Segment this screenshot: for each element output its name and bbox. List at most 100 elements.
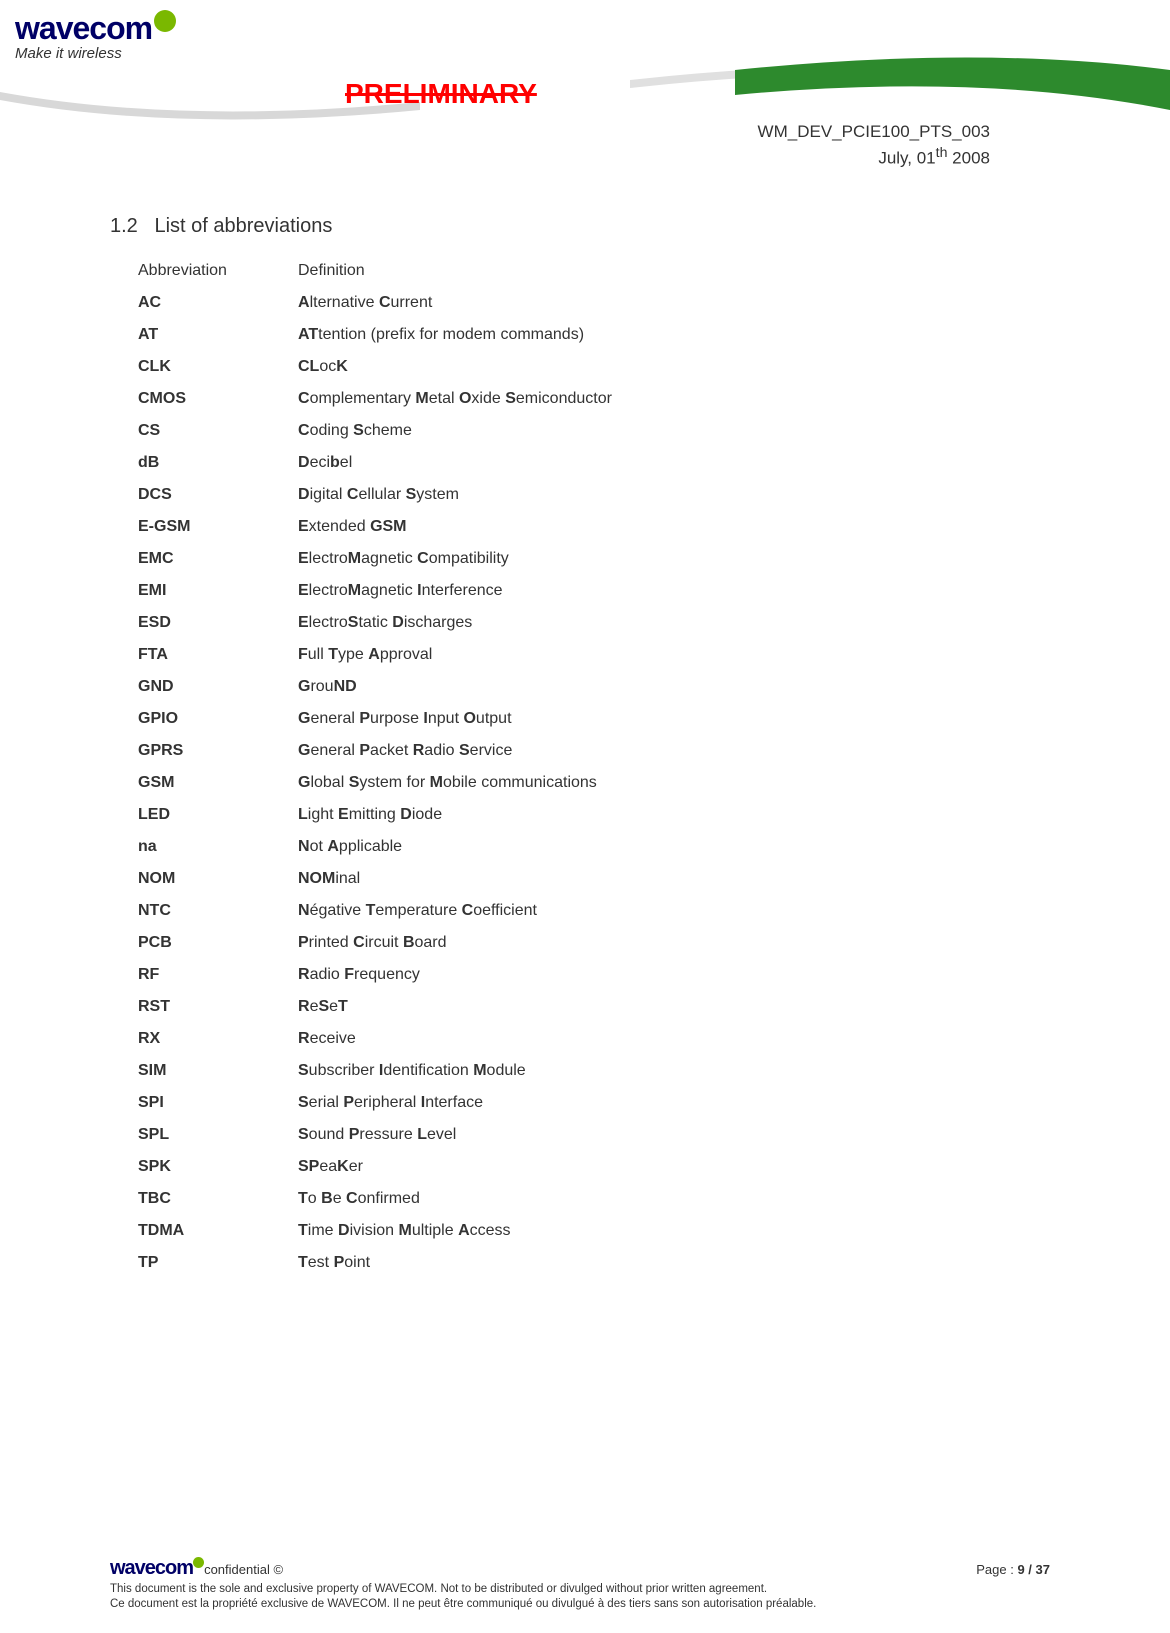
footer-logo-swirl-icon bbox=[193, 1557, 204, 1568]
abbreviation-cell: SPK bbox=[138, 1158, 298, 1176]
definition-cell: Test Point bbox=[298, 1254, 1050, 1272]
abbreviation-cell: TP bbox=[138, 1254, 298, 1272]
footer-logo-block: wavecom confidential © bbox=[110, 1557, 283, 1580]
preliminary-stamp: PRELIMINARY bbox=[345, 78, 537, 110]
definition-cell: Time Division Multiple Access bbox=[298, 1222, 1050, 1240]
footer-top-row: wavecom confidential © Page : 9 / 37 bbox=[110, 1557, 1050, 1580]
abbreviation-cell: DCS bbox=[138, 486, 298, 504]
abbreviation-cell: CMOS bbox=[138, 390, 298, 408]
definition-cell: Not Applicable bbox=[298, 838, 1050, 856]
abbreviation-cell: GPRS bbox=[138, 742, 298, 760]
abbreviation-cell: AT bbox=[138, 326, 298, 344]
abbreviation-cell: RST bbox=[138, 998, 298, 1016]
abbreviation-cell: FTA bbox=[138, 646, 298, 664]
table-row: TPTest Point bbox=[138, 1254, 1050, 1272]
abbreviation-cell: CS bbox=[138, 422, 298, 440]
definition-cell: ATtention (prefix for modem commands) bbox=[298, 326, 1050, 344]
page-header: wavecom Make it wireless PRELIMINARY WM_… bbox=[0, 0, 1170, 200]
header-abbreviation: Abbreviation bbox=[138, 262, 298, 280]
section-name: List of abbreviations bbox=[154, 215, 332, 237]
abbreviation-cell: na bbox=[138, 838, 298, 856]
abbreviation-cell: LED bbox=[138, 806, 298, 824]
table-header-row: Abbreviation Definition bbox=[138, 262, 1050, 280]
document-reference: WM_DEV_PCIE100_PTS_003 July, 01th 2008 bbox=[758, 120, 990, 170]
table-row: EMCElectroMagnetic Compatibility bbox=[138, 550, 1050, 568]
table-row: SPKSPeaKer bbox=[138, 1158, 1050, 1176]
table-row: NTCNégative Temperature Coefficient bbox=[138, 902, 1050, 920]
table-row: dBDecibel bbox=[138, 454, 1050, 472]
abbreviation-cell: dB bbox=[138, 454, 298, 472]
definition-cell: Digital Cellular System bbox=[298, 486, 1050, 504]
page-footer: wavecom confidential © Page : 9 / 37 This… bbox=[110, 1557, 1050, 1613]
table-row: RFRadio Frequency bbox=[138, 966, 1050, 984]
definition-cell: Extended GSM bbox=[298, 518, 1050, 536]
definition-cell: ElectroMagnetic Compatibility bbox=[298, 550, 1050, 568]
definition-cell: Complementary Metal Oxide Semiconductor bbox=[298, 390, 1050, 408]
definition-cell: CLocK bbox=[298, 358, 1050, 376]
definition-cell: Receive bbox=[298, 1030, 1050, 1048]
abbreviation-cell: E-GSM bbox=[138, 518, 298, 536]
abbreviation-cell: GSM bbox=[138, 774, 298, 792]
section-title: 1.2 List of abbreviations bbox=[110, 215, 1050, 238]
abbreviation-cell: RF bbox=[138, 966, 298, 984]
table-row: SIMSubscriber Identification Module bbox=[138, 1062, 1050, 1080]
abbreviation-cell: RX bbox=[138, 1030, 298, 1048]
doc-ref-code: WM_DEV_PCIE100_PTS_003 bbox=[758, 120, 990, 144]
abbreviation-cell: ESD bbox=[138, 614, 298, 632]
table-row: RXReceive bbox=[138, 1030, 1050, 1048]
abbreviation-cell: NTC bbox=[138, 902, 298, 920]
header-definition: Definition bbox=[298, 262, 1050, 280]
footer-confidential: confidential © bbox=[204, 1562, 283, 1577]
definition-cell: ReSeT bbox=[298, 998, 1050, 1016]
table-row: ACAlternative Current bbox=[138, 294, 1050, 312]
table-row: ATATtention (prefix for modem commands) bbox=[138, 326, 1050, 344]
table-row: GNDGrouND bbox=[138, 678, 1050, 696]
table-row: FTAFull Type Approval bbox=[138, 646, 1050, 664]
definition-cell: Full Type Approval bbox=[298, 646, 1050, 664]
logo-swirl-icon bbox=[154, 10, 176, 32]
table-row: ESDElectroStatic Discharges bbox=[138, 614, 1050, 632]
abbreviation-cell: CLK bbox=[138, 358, 298, 376]
table-row: CSCoding Scheme bbox=[138, 422, 1050, 440]
abbreviation-cell: TBC bbox=[138, 1190, 298, 1208]
table-row: E-GSMExtended GSM bbox=[138, 518, 1050, 536]
definition-cell: Serial Peripheral Interface bbox=[298, 1094, 1050, 1112]
abbreviation-cell: SIM bbox=[138, 1062, 298, 1080]
definition-cell: General Purpose Input Output bbox=[298, 710, 1050, 728]
table-row: PCBPrinted Circuit Board bbox=[138, 934, 1050, 952]
definition-cell: Radio Frequency bbox=[298, 966, 1050, 984]
definition-cell: Printed Circuit Board bbox=[298, 934, 1050, 952]
definition-cell: To Be Confirmed bbox=[298, 1190, 1050, 1208]
definition-cell: Sound Pressure Level bbox=[298, 1126, 1050, 1144]
abbreviation-cell: SPI bbox=[138, 1094, 298, 1112]
table-row: CLKCLocK bbox=[138, 358, 1050, 376]
table-row: RSTReSeT bbox=[138, 998, 1050, 1016]
definition-cell: ElectroMagnetic Interference bbox=[298, 582, 1050, 600]
abbreviation-cell: NOM bbox=[138, 870, 298, 888]
section-number: 1.2 bbox=[110, 215, 138, 237]
definition-cell: NOMinal bbox=[298, 870, 1050, 888]
main-content: 1.2 List of abbreviations Abbreviation D… bbox=[0, 215, 1170, 1272]
footer-disclaimer-fr: Ce document est la propriété exclusive d… bbox=[110, 1597, 1050, 1613]
table-row: NOMNOMinal bbox=[138, 870, 1050, 888]
footer-page-number: 9 / 37 bbox=[1017, 1562, 1050, 1577]
definition-cell: Alternative Current bbox=[298, 294, 1050, 312]
footer-disclaimer-en: This document is the sole and exclusive … bbox=[110, 1582, 1050, 1598]
footer-page-label: Page : bbox=[976, 1562, 1017, 1577]
footer-page: Page : 9 / 37 bbox=[976, 1562, 1050, 1577]
definition-cell: General Packet Radio Service bbox=[298, 742, 1050, 760]
definition-cell: Coding Scheme bbox=[298, 422, 1050, 440]
table-row: TDMATime Division Multiple Access bbox=[138, 1222, 1050, 1240]
table-row: EMIElectroMagnetic Interference bbox=[138, 582, 1050, 600]
abbreviation-cell: PCB bbox=[138, 934, 298, 952]
abbreviation-cell: EMI bbox=[138, 582, 298, 600]
definition-cell: Négative Temperature Coefficient bbox=[298, 902, 1050, 920]
abbreviation-cell: TDMA bbox=[138, 1222, 298, 1240]
table-row: GSMGlobal System for Mobile communicatio… bbox=[138, 774, 1050, 792]
abbreviation-cell: SPL bbox=[138, 1126, 298, 1144]
header-swoosh-graphic bbox=[0, 40, 1170, 160]
footer-logo-text: wavecom bbox=[110, 1557, 193, 1579]
abbreviation-cell: AC bbox=[138, 294, 298, 312]
abbreviation-cell: EMC bbox=[138, 550, 298, 568]
definition-cell: Global System for Mobile communications bbox=[298, 774, 1050, 792]
